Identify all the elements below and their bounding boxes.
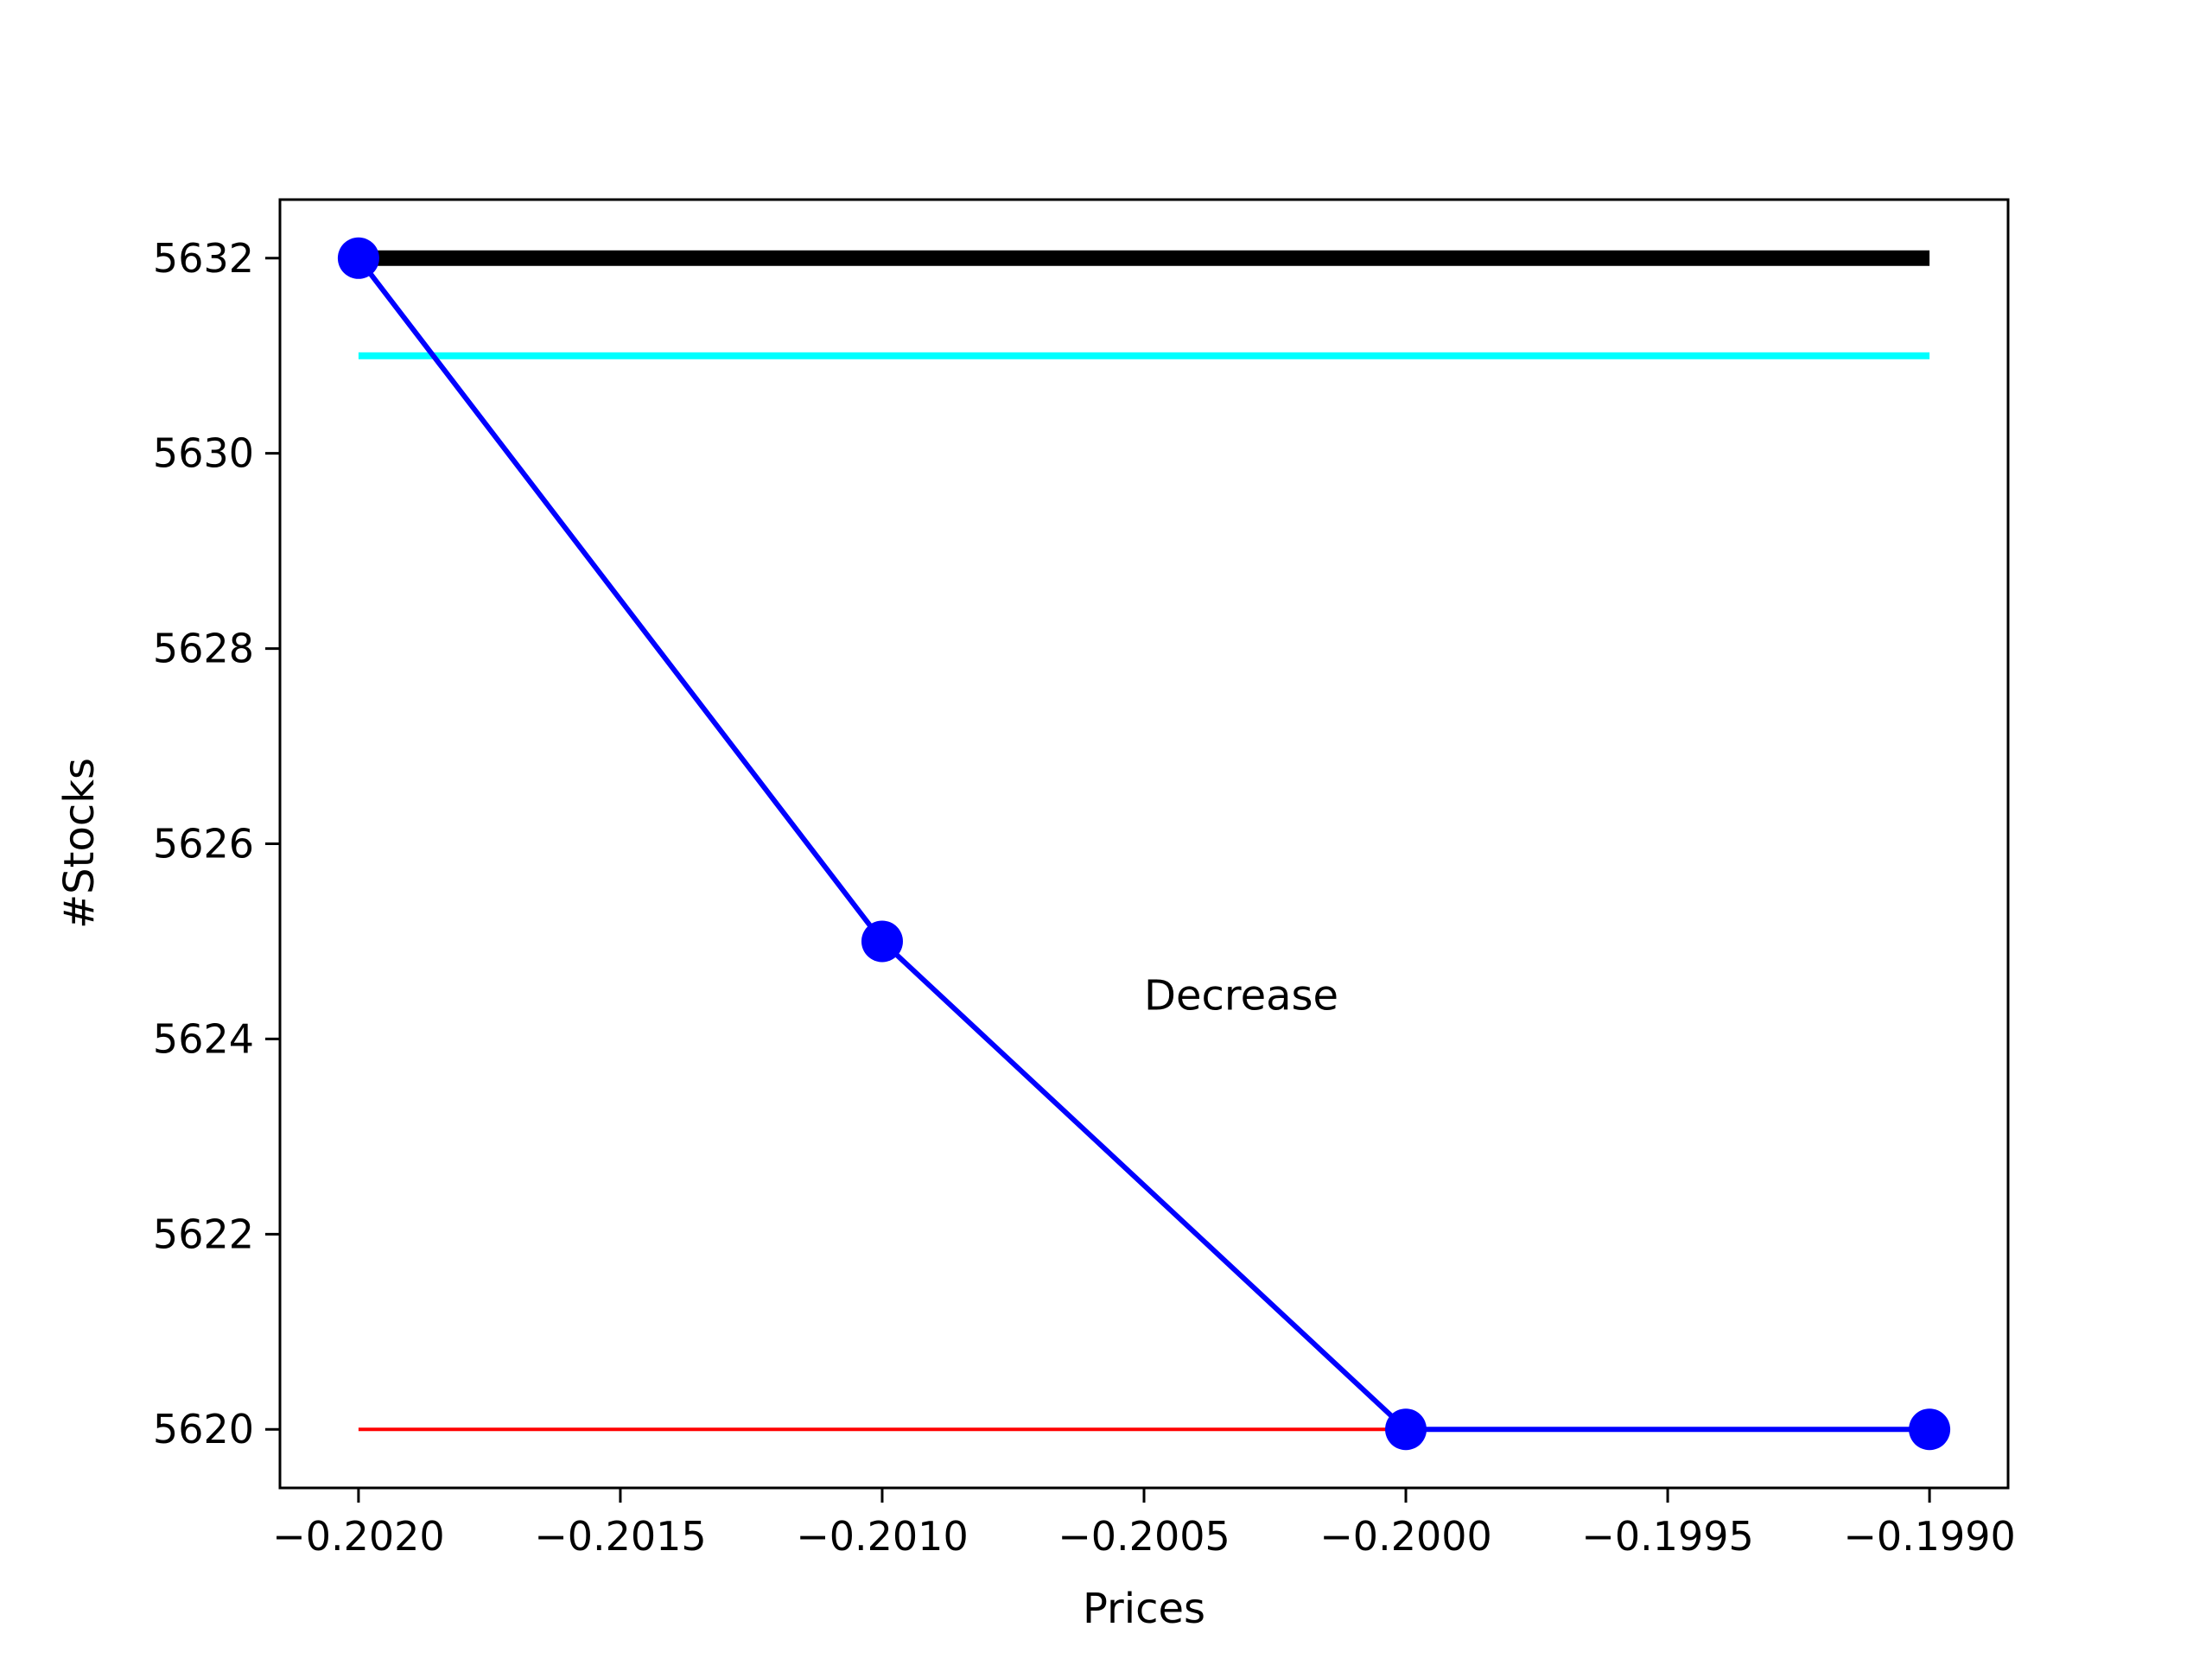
y-tick-label: 5626: [153, 821, 254, 868]
y-tick-label: 5628: [153, 626, 254, 672]
y-axis-title: #Stocks: [55, 758, 104, 929]
y-tick-label: 5620: [153, 1406, 254, 1452]
plot-content: Decrease: [337, 237, 1951, 1451]
x-tick-label: −0.2005: [1058, 1513, 1230, 1560]
y-tick-label: 5630: [153, 430, 254, 477]
x-tick-label: −0.2000: [1319, 1513, 1492, 1560]
x-axis-title: Prices: [1083, 1585, 1205, 1633]
data-point: [1909, 1408, 1951, 1451]
data-point: [337, 237, 379, 279]
data-point: [861, 920, 903, 963]
x-tick-label: −0.1995: [1581, 1513, 1754, 1560]
data-point: [1385, 1408, 1427, 1451]
x-tick-label: −0.2020: [272, 1513, 445, 1560]
x-tick-label: −0.2015: [534, 1513, 707, 1560]
x-tick-label: −0.2010: [796, 1513, 969, 1560]
series-line-stocks: [356, 256, 1930, 1433]
x-axis: −0.2020 −0.2015 −0.2010 −0.2005 −0.2000 −0.19…: [272, 1488, 2016, 1560]
y-tick-label: 5622: [153, 1211, 254, 1257]
y-tick-label: 5624: [153, 1015, 254, 1062]
y-axis: 5620 5622 5624 5626 5628 5630 5632: [153, 235, 280, 1452]
y-tick-label: 5632: [153, 235, 254, 282]
annotation-text: Decrease: [1144, 972, 1338, 1020]
x-tick-label: −0.1990: [1843, 1513, 2016, 1560]
